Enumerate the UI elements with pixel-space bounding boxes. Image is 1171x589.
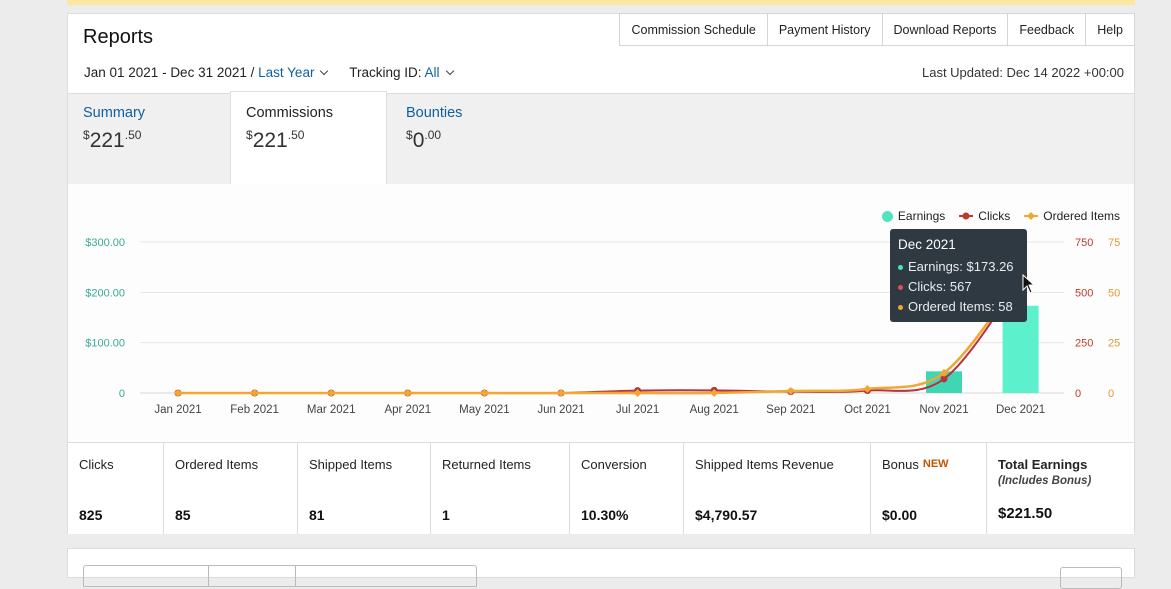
x-tick-label: Feb 2021	[230, 404, 279, 416]
x-tick-label: May 2021	[459, 404, 510, 416]
tracking-id-value: All	[424, 65, 440, 80]
commissions-value: $221.50	[246, 128, 305, 152]
bounties-label: Bounties	[406, 105, 463, 121]
legend-clicks[interactable]: Clicks	[959, 209, 1010, 223]
ordered-items-point	[480, 389, 489, 397]
x-tick-label: Sep 2021	[766, 404, 815, 416]
stat-bonus: Bonus NEW $0.00	[871, 443, 987, 534]
stat-conversion: Conversion 10.30%	[570, 443, 684, 534]
last-updated: Last Updated: Dec 14 2022 +00:00	[921, 65, 1124, 80]
x-tick-label: Jul 2021	[616, 404, 659, 416]
legend-earnings[interactable]: Earnings	[881, 209, 946, 223]
legend-ordered-label: Ordered Items	[1043, 209, 1120, 223]
right-tick-label-ordered: 25	[1108, 338, 1120, 350]
tab-commission-schedule[interactable]: Commission Schedule	[619, 13, 768, 46]
tooltip-title: Dec 2021	[898, 237, 956, 252]
chart-legend: Earnings Clicks Ordered Items	[881, 209, 1120, 223]
mouse-cursor-icon	[1022, 274, 1036, 294]
summary-strip: Summary $221.50 Bounties $0.00	[68, 93, 1134, 185]
stat-shipped-items: Shipped Items 81	[298, 443, 431, 534]
right-tick-label-ordered: 50	[1108, 287, 1120, 299]
ordered-items-point	[863, 384, 872, 393]
lower-tabs	[83, 565, 477, 587]
ordered-items-point	[250, 389, 259, 397]
stat-returned-items: Returned Items 1	[431, 443, 570, 534]
left-tick-label: $300.00	[85, 237, 125, 249]
stat-clicks: Clicks 825	[68, 443, 164, 534]
new-badge: NEW	[922, 458, 949, 470]
lower-panel	[67, 548, 1135, 589]
period-dropdown[interactable]: Last Year	[258, 65, 329, 80]
filter-row: Jan 01 2021 - Dec 31 2021 / Last Year Tr…	[84, 65, 454, 80]
left-tick-label: $100.00	[85, 338, 125, 350]
clicks-point	[940, 375, 948, 383]
summary-value: $221.50	[83, 128, 142, 152]
commissions-label: Commissions	[246, 105, 334, 121]
right-tick-label-clicks: 500	[1075, 287, 1093, 299]
earnings-dot-icon	[881, 210, 893, 222]
reports-panel: Reports Commission Schedule Payment Hist…	[67, 13, 1135, 534]
lower-tab-2[interactable]	[209, 565, 296, 587]
lower-dropdown[interactable]	[1060, 567, 1122, 589]
tab-download-reports[interactable]: Download Reports	[882, 13, 1009, 46]
tab-help[interactable]: Help	[1086, 13, 1135, 46]
x-tick-label: Nov 2021	[919, 404, 968, 416]
legend-earnings-label: Earnings	[897, 209, 946, 223]
tooltip-clicks: Clicks: 567	[898, 277, 1019, 297]
legend-ordered-items[interactable]: Ordered Items	[1024, 209, 1120, 223]
chevron-down-icon	[445, 66, 454, 76]
tab-summary[interactable]: Summary $221.50	[83, 105, 145, 195]
x-tick-label: Apr 2021	[384, 404, 431, 416]
right-tick-label-clicks: 750	[1075, 237, 1093, 249]
notice-bar	[67, 0, 1135, 5]
tooltip-earnings: Earnings: $173.26	[898, 257, 1019, 277]
period-label: Last Year	[258, 65, 315, 80]
stat-ordered-items: Ordered Items 85	[164, 443, 298, 534]
x-tick-label: Mar 2021	[307, 404, 356, 416]
stats-row: Clicks 825 Ordered Items 85 Shipped Items 8…	[68, 442, 1134, 534]
ordered-items-point	[940, 368, 948, 377]
ordered-items-point	[633, 389, 642, 397]
x-tick-label: Dec 2021	[996, 404, 1045, 416]
ordered-marker-icon	[1024, 212, 1039, 220]
right-tick-label-clicks: 250	[1075, 338, 1093, 350]
ordered-items-point	[327, 389, 336, 397]
tooltip-ordered: Ordered Items: 58	[898, 297, 1019, 317]
tab-payment-history[interactable]: Payment History	[767, 13, 883, 46]
x-tick-label: Aug 2021	[690, 404, 739, 416]
ordered-items-point	[557, 389, 565, 397]
tracking-id-dropdown[interactable]: All	[424, 65, 454, 80]
date-range: Jan 01 2021 - Dec 31 2021 /	[84, 65, 255, 80]
chart-tooltip: Dec 2021 Earnings: $173.26 Clicks: 567 O…	[890, 229, 1027, 322]
stat-shipped-revenue: Shipped Items Revenue $4,790.57	[684, 443, 871, 534]
x-tick-label: Jan 2021	[154, 404, 201, 416]
x-tick-label: Oct 2021	[844, 404, 891, 416]
chevron-down-icon	[320, 66, 329, 76]
page-title: Reports	[83, 26, 154, 48]
lower-tab-1[interactable]	[83, 565, 209, 587]
right-tick-label-ordered: 0	[1108, 388, 1114, 400]
tracking-id-label: Tracking ID:	[349, 65, 422, 80]
ordered-items-point	[174, 389, 182, 397]
clicks-marker-icon	[959, 212, 974, 220]
stat-total-earnings: Total Earnings (Includes Bonus) $221.50	[998, 457, 1092, 522]
legend-clicks-label: Clicks	[978, 209, 1011, 223]
ordered-items-point	[786, 386, 795, 395]
report-nav-tabs: Commission Schedule Payment History Down…	[619, 13, 1135, 46]
lower-tab-3[interactable]	[296, 565, 477, 587]
ordered-items-point	[710, 389, 719, 397]
summary-label: Summary	[83, 105, 146, 121]
bounties-value: $0.00	[406, 128, 442, 152]
earnings-chart: Earnings Clicks Ordered Items 0 $100.00 $2…	[68, 184, 1134, 442]
tab-commissions[interactable]: Commissions $221.50	[230, 91, 387, 185]
right-tick-label-clicks: 0	[1075, 388, 1081, 400]
tab-bounties[interactable]: Bounties $0.00	[406, 105, 462, 195]
x-tick-label: Jun 2021	[537, 404, 584, 416]
left-tick-label: $200.00	[85, 287, 125, 299]
ordered-items-point	[403, 389, 412, 397]
tab-feedback[interactable]: Feedback	[1008, 13, 1087, 46]
left-tick-label: 0	[119, 388, 125, 400]
right-tick-label-ordered: 75	[1108, 237, 1120, 249]
